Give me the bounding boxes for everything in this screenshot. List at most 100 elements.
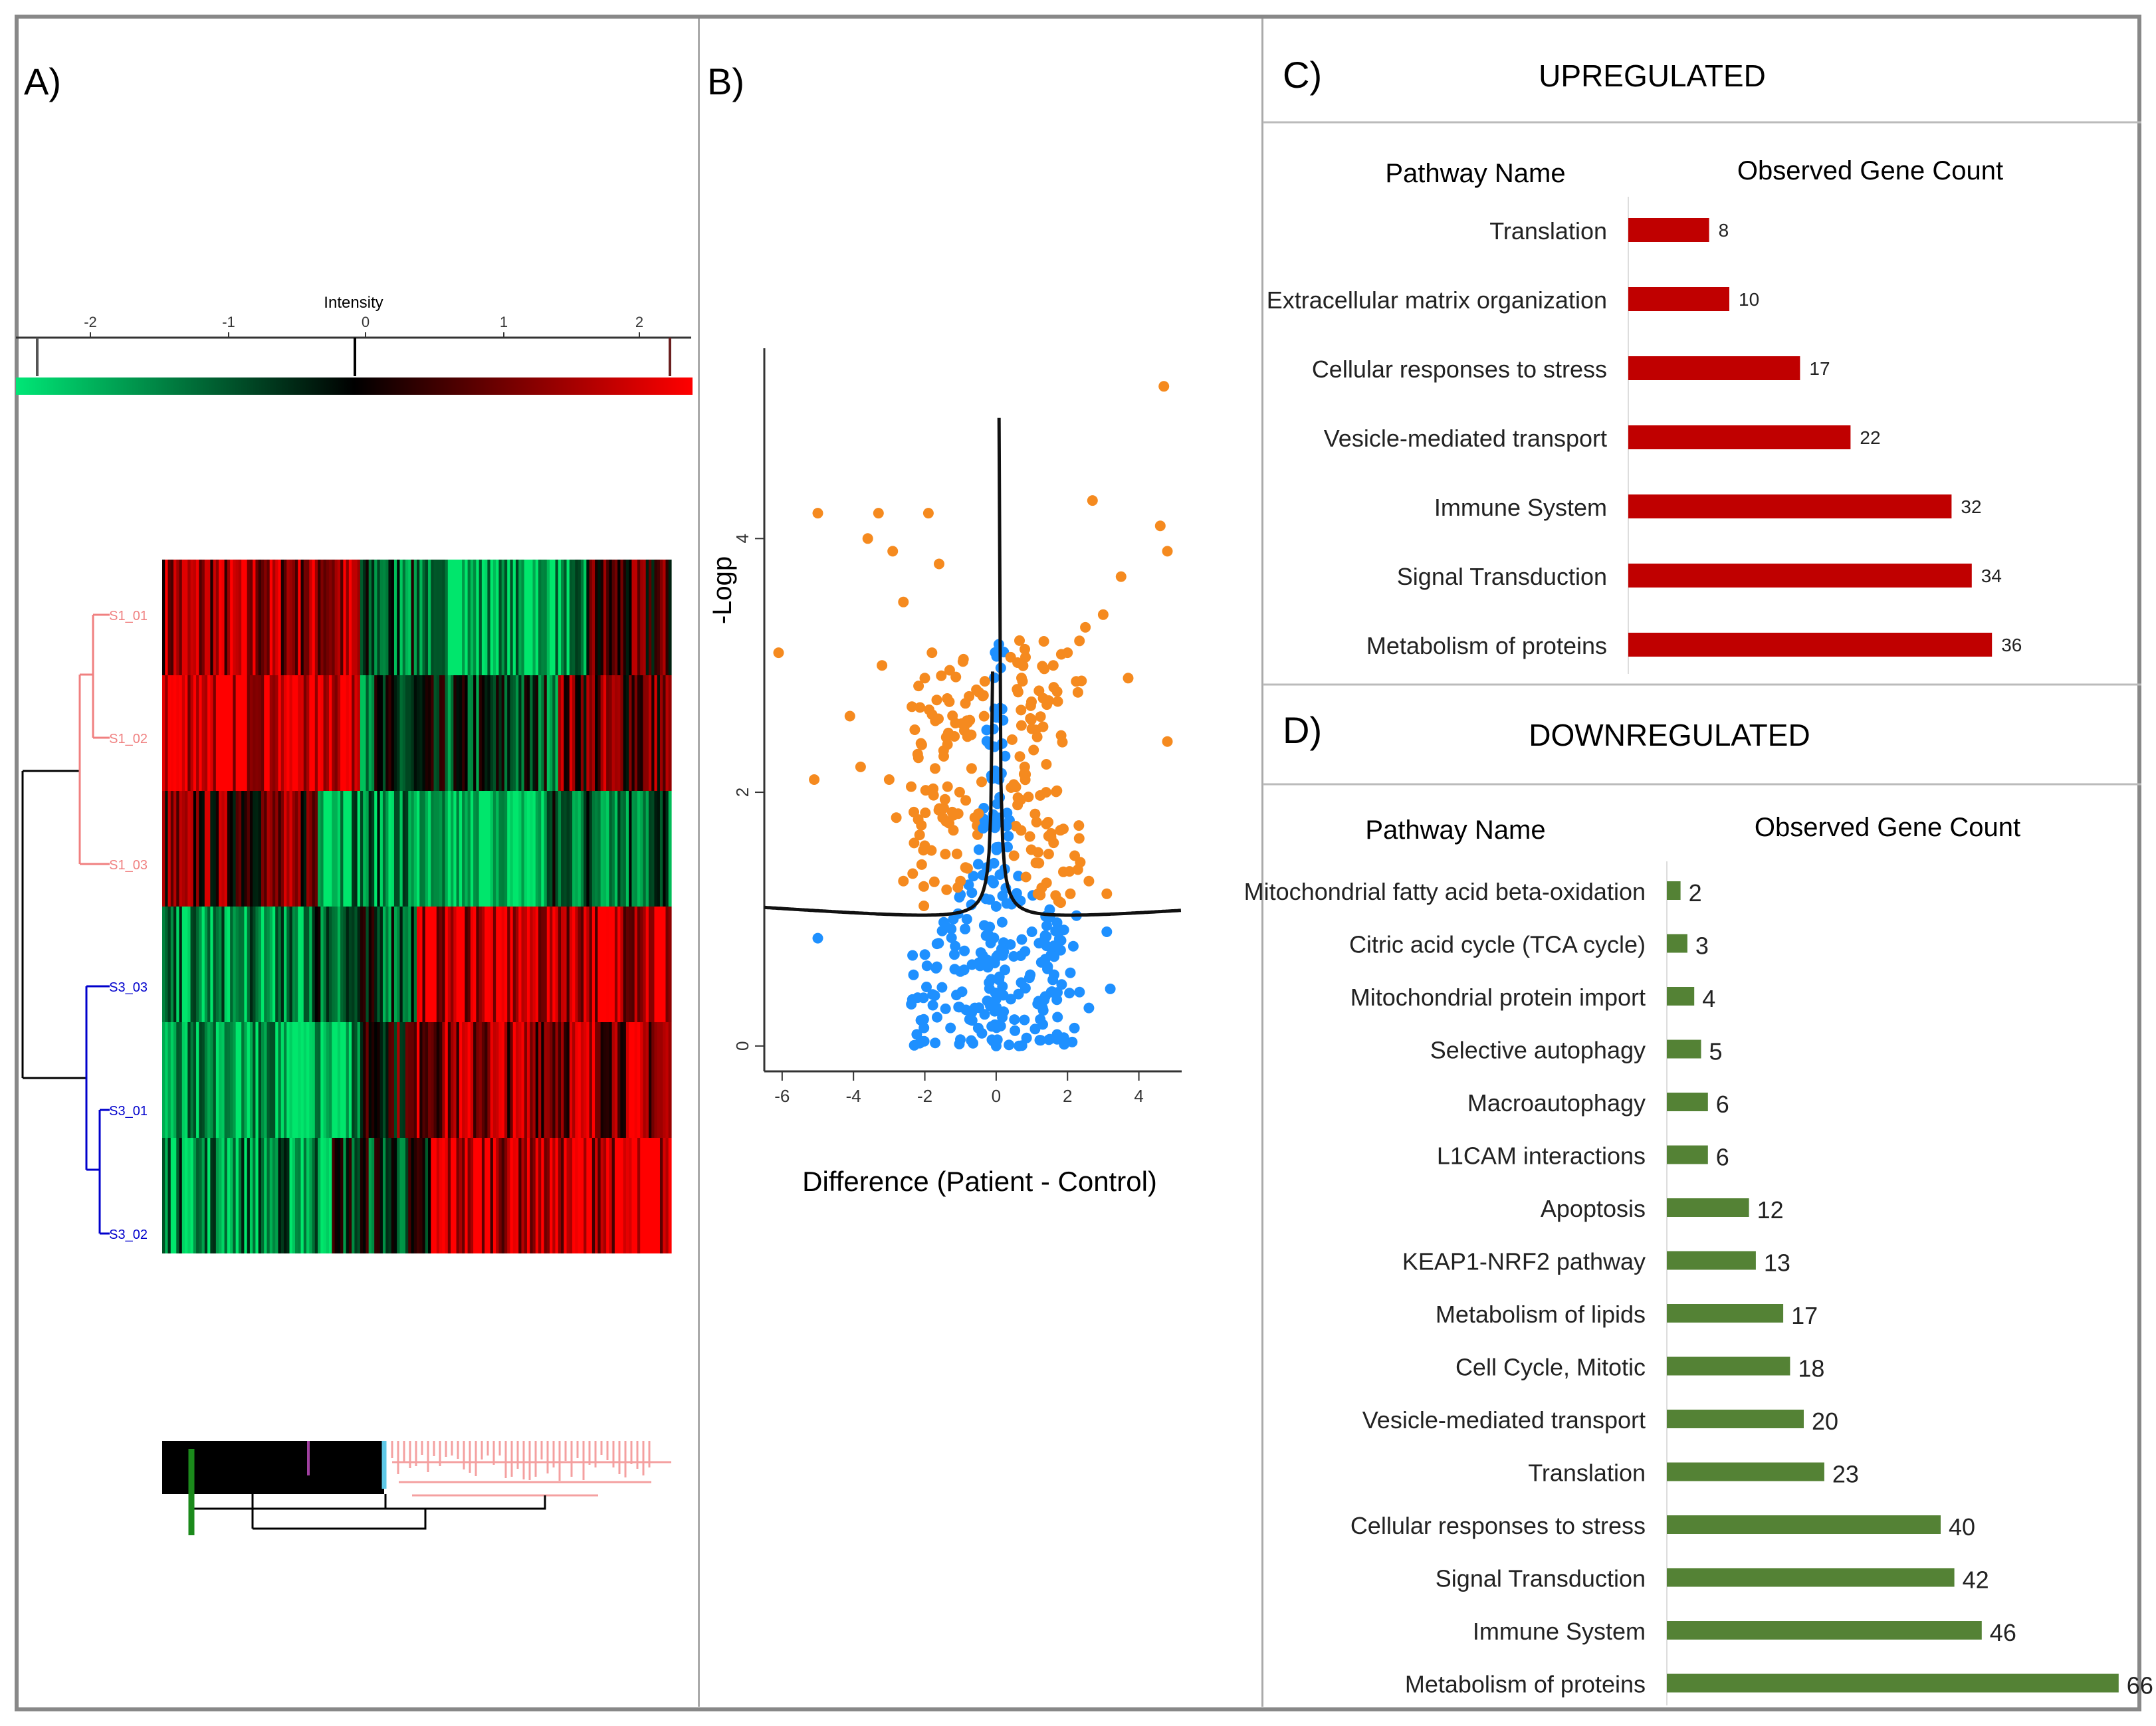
heatmap-cell — [564, 1138, 568, 1253]
heatmap-cell — [314, 1138, 318, 1253]
nonsignificant-point — [1048, 940, 1059, 952]
heatmap-cell — [595, 791, 598, 907]
heatmap-cell — [402, 907, 406, 1022]
heatmap-cell — [332, 907, 336, 1022]
heatmap-cell — [459, 560, 463, 675]
nonsignificant-point — [927, 989, 938, 1000]
nonsignificant-point — [911, 1029, 922, 1040]
heatmap-cell — [451, 675, 454, 791]
heatmap-cell — [323, 1022, 327, 1138]
heatmap-cell — [323, 907, 327, 1022]
significant-point — [960, 795, 972, 806]
heatmap-cell — [578, 1022, 582, 1138]
heatmap-cell — [481, 1022, 485, 1138]
heatmap-cell — [238, 791, 242, 907]
heatmap-cell — [340, 1138, 344, 1253]
heatmap-cell — [176, 560, 180, 675]
heatmap-cell — [399, 791, 403, 907]
heatmap-cell — [264, 1138, 268, 1253]
significant-point — [883, 774, 895, 785]
significant-point — [918, 881, 929, 892]
down-bar — [1667, 1145, 1708, 1164]
heatmap-cell — [589, 1138, 593, 1253]
heatmap-cell — [584, 791, 587, 907]
heatmap-cell — [465, 560, 469, 675]
heatmap-cell — [504, 791, 508, 907]
down-category-label: Mitochondrial protein import — [1350, 984, 1646, 1011]
heatmap-cell — [623, 1022, 627, 1138]
significant-point — [1041, 787, 1051, 798]
heatmap-cell — [668, 560, 672, 675]
heatmap-cell — [544, 1022, 548, 1138]
heatmap-cell — [431, 560, 435, 675]
heatmap-cell — [374, 1022, 378, 1138]
heatmap-cell — [569, 1138, 573, 1253]
heatmap-cell — [371, 907, 375, 1022]
dendro-block-dark — [162, 1441, 384, 1494]
heatmap-cell — [535, 907, 539, 1022]
heatmap-cell — [496, 560, 500, 675]
down-category-label: Cell Cycle, Mitotic — [1455, 1354, 1646, 1381]
heatmap-cell — [663, 1022, 667, 1138]
down-value-label: 4 — [1702, 985, 1715, 1012]
heatmap-cell — [637, 560, 641, 675]
significant-point — [955, 875, 966, 887]
heatmap-cell — [267, 791, 270, 907]
heatmap-cell — [584, 1022, 587, 1138]
heatmap-cell — [391, 791, 395, 907]
heatmap-cell — [303, 1138, 307, 1253]
nonsignificant-point — [978, 920, 990, 931]
nonsignificant-point — [1052, 987, 1063, 998]
heatmap-cell — [470, 1022, 474, 1138]
heatmap-cell — [575, 1022, 579, 1138]
heatmap-cell — [637, 907, 641, 1022]
row-label: S1_02 — [109, 732, 148, 746]
heatmap-cell — [165, 791, 169, 907]
significant-point — [1162, 546, 1173, 557]
heatmap-cell — [385, 907, 389, 1022]
heatmap-cell — [215, 1138, 219, 1253]
significant-point — [1012, 684, 1023, 695]
heatmap-cell — [512, 791, 516, 907]
significant-point — [942, 781, 953, 792]
heatmap-cell — [371, 560, 375, 675]
heatmap-cell — [334, 560, 338, 675]
heatmap-cell — [357, 907, 361, 1022]
heatmap-cell — [498, 791, 502, 907]
heatmap-cell — [623, 907, 627, 1022]
heatmap-cell — [634, 791, 638, 907]
heatmap-cell — [498, 1138, 502, 1253]
heatmap-cell — [360, 907, 364, 1022]
heatmap-cell — [629, 1022, 633, 1138]
heatmap-cell — [289, 907, 293, 1022]
heatmap-cell — [640, 675, 644, 791]
heatmap-cell — [249, 1138, 253, 1253]
heatmap-cell — [487, 791, 491, 907]
heatmap-cell — [179, 1022, 183, 1138]
heatmap-cell — [453, 675, 457, 791]
heatmap-cell — [413, 907, 417, 1022]
nonsignificant-point — [951, 990, 962, 1001]
heatmap-cell — [451, 791, 454, 907]
heatmap-cell — [518, 675, 522, 791]
nonsignificant-point — [1014, 1040, 1025, 1051]
heatmap-cell — [354, 1022, 358, 1138]
heatmap-cell — [518, 907, 522, 1022]
heatmap-cell — [436, 907, 440, 1022]
heatmap-cell — [326, 791, 330, 907]
heatmap-cell — [425, 1022, 429, 1138]
heatmap-cell — [377, 791, 381, 907]
heatmap-cell — [286, 675, 290, 791]
nonsignificant-point — [950, 940, 961, 952]
heatmap-cell — [213, 1138, 217, 1253]
heatmap-cell — [176, 907, 180, 1022]
heatmap-cell — [179, 1138, 183, 1253]
significant-point — [1043, 849, 1054, 859]
heatmap-cell — [595, 907, 598, 1022]
heatmap-cell — [586, 907, 590, 1022]
heatmap-cell — [312, 1138, 316, 1253]
significant-point — [941, 884, 952, 895]
heatmap-cell — [521, 791, 525, 907]
heatmap-cell — [334, 791, 338, 907]
heatmap-cell — [352, 560, 355, 675]
